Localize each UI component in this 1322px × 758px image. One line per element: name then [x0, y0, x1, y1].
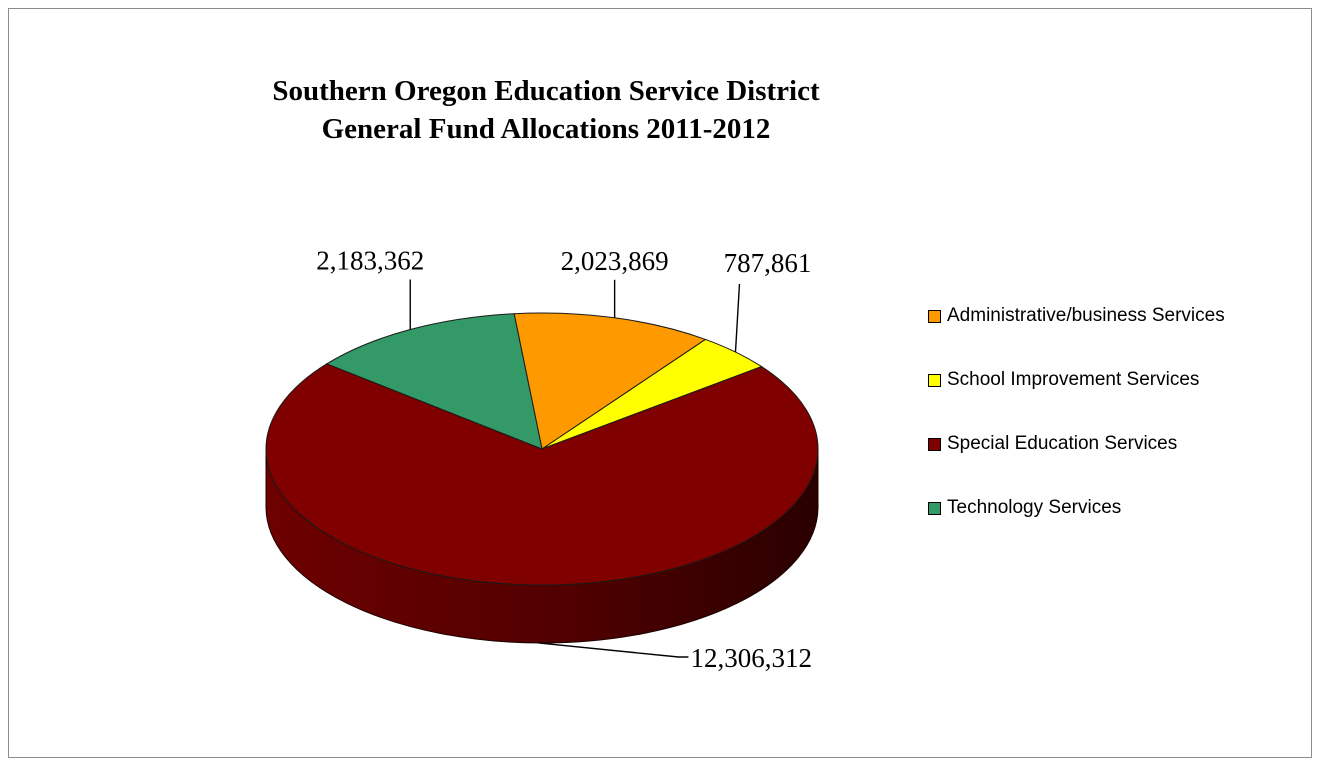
legend-label: School Improvement Services: [947, 369, 1200, 390]
chart-title-line1: Southern Oregon Education Service Distri…: [272, 75, 820, 107]
pie-slice-administrative-business-services: [513, 312, 707, 450]
legend-swatch: [928, 501, 941, 515]
legend-swatch: [928, 309, 941, 323]
legend-item-technology-services: Technology Services: [928, 476, 1225, 540]
data-label-technology-services: 2,183,362: [316, 245, 424, 275]
leader-line-special-education-services: [538, 642, 689, 658]
legend-item-administrative-business-services: Administrative/business Services: [928, 284, 1225, 348]
chart-title: Southern Oregon Education Service Distri…: [0, 72, 1092, 148]
legend-label: Administrative/business Services: [947, 305, 1225, 326]
pie-slice-special-education-services: [265, 363, 819, 586]
data-label-special-education-services: 12,306,312: [690, 643, 812, 673]
chart-subtitle: General Fund Allocations 2011-2012: [321, 113, 771, 145]
pie-top-slices: [265, 312, 819, 586]
legend-label: Technology Services: [947, 497, 1122, 518]
legend-swatch: [928, 373, 941, 387]
legend-swatch: [928, 437, 941, 451]
data-label-administrative-business-services: 2,023,869: [561, 246, 669, 276]
data-label-school-improvement-services: 787,861: [724, 248, 812, 278]
legend: Administrative/business Services School I…: [928, 284, 1225, 540]
leader-line-school-improvement-services: [734, 283, 741, 353]
legend-item-school-improvement-services: School Improvement Services: [928, 348, 1225, 412]
legend-label: Special Education Services: [947, 433, 1178, 454]
pie-leader-lines: [409, 279, 741, 658]
pie-data-labels: 2,023,869 787,861 12,306,312 2,183,362: [316, 245, 812, 672]
legend-item-special-education-services: Special Education Services: [928, 412, 1225, 476]
